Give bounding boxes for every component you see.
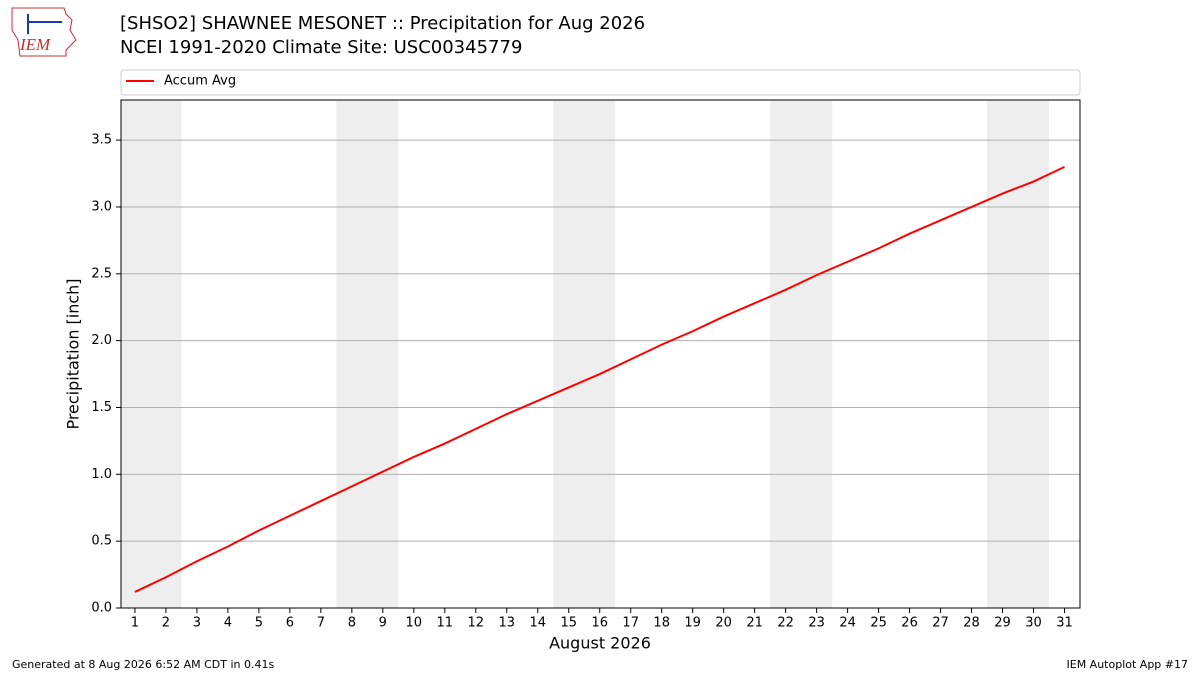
footer-left: Generated at 8 Aug 2026 6:52 AM CDT in 0…: [12, 658, 274, 671]
legend-box: [120, 69, 1081, 96]
x-tick-label: 20: [715, 616, 732, 631]
x-tick-label: 12: [468, 616, 485, 631]
x-tick-label: 4: [224, 616, 232, 631]
x-tick-label: 30: [1025, 616, 1042, 631]
x-tick-label: 23: [808, 616, 825, 631]
x-tick-label: 9: [379, 616, 387, 631]
x-tick-label: 18: [653, 616, 670, 631]
logo-text: IEM: [19, 35, 51, 54]
y-tick-label: 2.0: [91, 333, 112, 348]
plot-frame: [120, 99, 1081, 609]
chart-title: [SHSO2] SHAWNEE MESONET :: Precipitation…: [120, 13, 645, 34]
x-axis-label: August 2026: [549, 634, 651, 653]
footer-right: IEM Autoplot App #17: [1067, 658, 1189, 671]
x-tick-label: 6: [286, 616, 294, 631]
y-tick-label: 3.5: [91, 133, 112, 148]
x-tick-label: 24: [839, 616, 856, 631]
y-tick-label: 0.0: [91, 601, 112, 616]
weekend-band: [121, 100, 182, 608]
x-tick-label: 14: [529, 616, 546, 631]
weekend-band: [770, 100, 833, 608]
y-tick-label: 2.5: [91, 266, 112, 281]
x-tick-label: 2: [162, 616, 170, 631]
series-line: [134, 165, 1065, 593]
x-tick-label: 26: [901, 616, 918, 631]
x-tick-label: 16: [591, 616, 608, 631]
x-tick-label: 19: [684, 616, 701, 631]
x-tick-label: 15: [560, 616, 577, 631]
y-tick-label: 0.5: [91, 534, 112, 549]
x-tick-label: 3: [193, 616, 201, 631]
weekend-band: [987, 100, 1050, 608]
x-tick-label: 22: [777, 616, 794, 631]
weekend-band: [336, 100, 399, 608]
x-tick-label: 13: [498, 616, 515, 631]
x-tick-label: 5: [255, 616, 263, 631]
y-tick-label: 1.0: [91, 467, 112, 482]
logo: IEM: [11, 7, 77, 57]
x-tick-label: 21: [746, 616, 763, 631]
x-tick-label: 10: [406, 616, 423, 631]
x-tick-label: 28: [963, 616, 980, 631]
legend-label: Accum Avg: [164, 74, 236, 89]
y-tick-label: 3.0: [91, 199, 112, 214]
x-tick-label: 25: [870, 616, 887, 631]
x-tick-label: 29: [994, 616, 1011, 631]
x-tick-label: 11: [437, 616, 454, 631]
x-tick-label: 31: [1056, 616, 1073, 631]
x-tick-label: 27: [932, 616, 949, 631]
y-tick-label: 1.5: [91, 400, 112, 415]
x-tick-label: 8: [348, 616, 356, 631]
weekend-band: [553, 100, 616, 608]
y-axis-label: Precipitation [inch]: [64, 278, 83, 429]
x-tick-label: 7: [317, 616, 325, 631]
x-tick-label: 17: [622, 616, 639, 631]
x-tick-label: 1: [131, 616, 139, 631]
chart-subtitle: NCEI 1991-2020 Climate Site: USC00345779: [120, 37, 522, 58]
